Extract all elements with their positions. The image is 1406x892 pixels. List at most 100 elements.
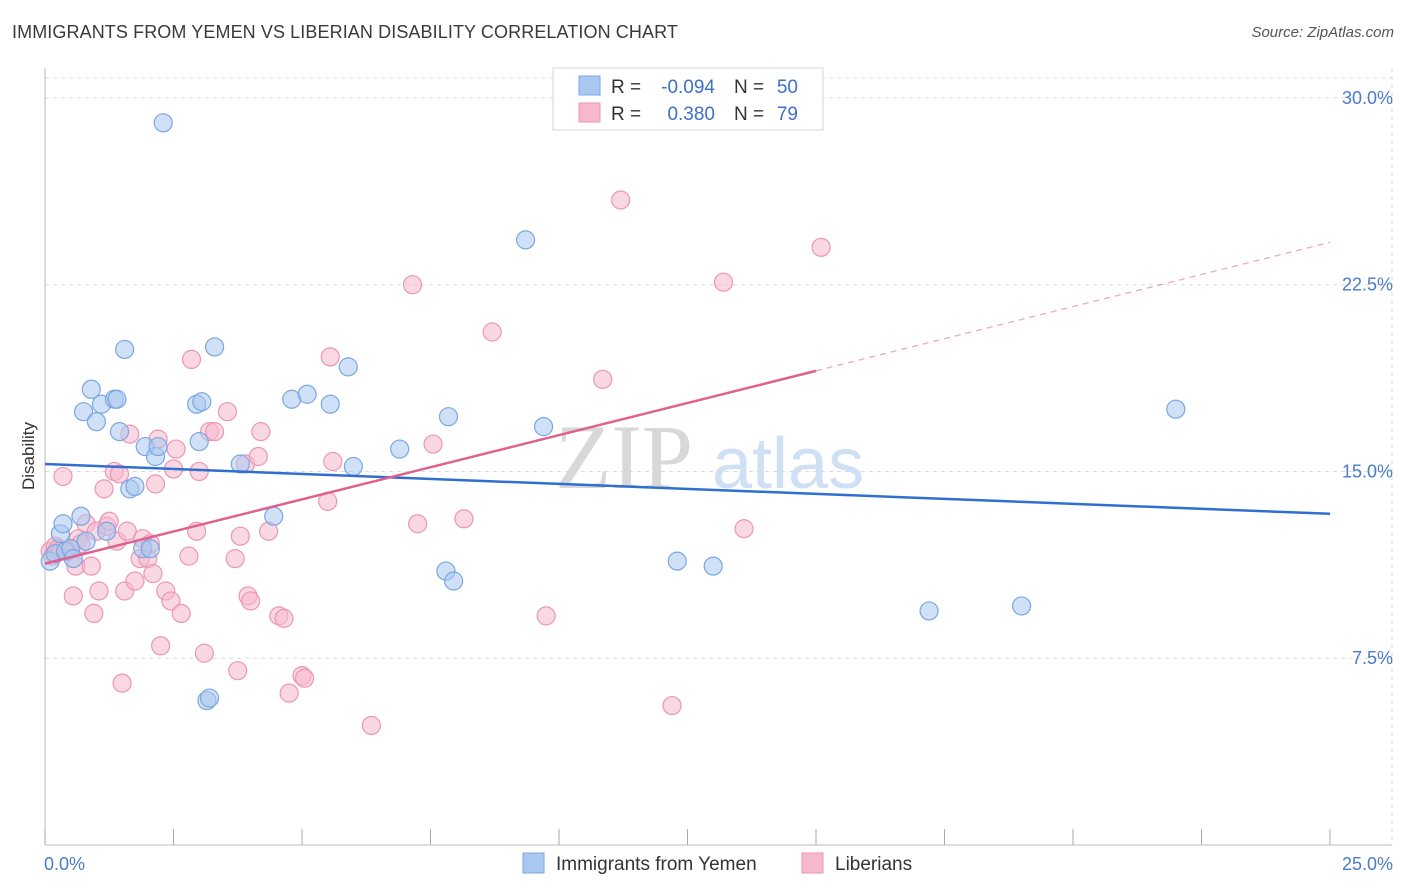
yemen-point-43 xyxy=(515,230,536,250)
liberian-point-72 xyxy=(536,606,556,626)
yemen-point-31 xyxy=(205,337,225,357)
y-tick-label-3: 30.0% xyxy=(1342,88,1393,108)
yemen-point-42 xyxy=(444,571,464,591)
yemen-point-7 xyxy=(71,506,91,526)
liberian-point-48 xyxy=(217,402,238,422)
legend-n-label-liberians: N = xyxy=(734,104,764,125)
yemen-point-19 xyxy=(125,476,145,497)
yemen-point-9 xyxy=(76,531,96,551)
x-tick-label-min: 0.0% xyxy=(44,854,85,874)
liberian-point-71 xyxy=(482,322,502,342)
yemen-points xyxy=(40,113,1186,711)
trend-solid-1 xyxy=(44,369,817,565)
trend-solid-0 xyxy=(44,462,1331,516)
bottom-legend-label-liberians: Liberians xyxy=(835,854,912,875)
y-axis-label: Disability xyxy=(19,421,38,490)
y-tick-labels: 7.5% 15.0% 22.5% 30.0% xyxy=(1342,88,1393,668)
liberian-point-49 xyxy=(225,549,245,569)
liberian-point-22 xyxy=(109,464,130,484)
liberian-point-8 xyxy=(63,586,83,606)
yemen-point-13 xyxy=(97,521,117,541)
legend-n-value-liberians: 79 xyxy=(777,104,798,125)
trend-dashed-1 xyxy=(815,241,1331,372)
yemen-point-35 xyxy=(297,384,317,404)
liberian-point-42 xyxy=(181,349,202,369)
bottom-legend-label-yemen: Immigrants from Yemen xyxy=(556,854,757,875)
liberian-point-55 xyxy=(248,446,268,467)
legend-swatch-yemen xyxy=(578,75,601,96)
yemen-point-49 xyxy=(1166,399,1186,419)
liberian-point-56 xyxy=(251,422,271,442)
liberian-point-27 xyxy=(125,571,145,591)
liberian-point-78 xyxy=(811,237,831,257)
yemen-point-32 xyxy=(230,454,250,474)
liberian-point-16 xyxy=(89,581,109,601)
liberian-point-51 xyxy=(230,526,250,546)
yemen-point-27 xyxy=(189,431,209,452)
chart-source: Source: ZipAtlas.com xyxy=(1251,24,1394,41)
legend-r-label-yemen: R = xyxy=(611,77,641,98)
yemen-point-44 xyxy=(533,417,554,437)
liberian-point-23 xyxy=(112,673,132,693)
liberian-point-17 xyxy=(94,479,114,499)
yemen-point-45 xyxy=(667,551,687,571)
yemen-point-24 xyxy=(148,436,168,457)
yemen-point-36 xyxy=(320,394,340,414)
yemen-point-10 xyxy=(81,379,101,399)
bottom-legend: Immigrants from Yemen Liberians xyxy=(522,852,912,875)
yemen-point-38 xyxy=(343,456,363,477)
liberian-point-13 xyxy=(81,556,101,576)
liberian-point-54 xyxy=(241,591,261,611)
liberian-point-35 xyxy=(151,636,171,656)
liberian-point-67 xyxy=(402,275,423,295)
y-tick-label-1: 15.0% xyxy=(1342,461,1393,481)
liberian-point-25 xyxy=(117,521,137,541)
legend-n-label-yemen: N = xyxy=(734,77,764,98)
liberian-point-39 xyxy=(166,439,186,459)
liberian-point-32 xyxy=(143,563,163,584)
yemen-point-48 xyxy=(1011,596,1032,616)
trend-lines xyxy=(44,241,1331,565)
axes xyxy=(44,68,1392,846)
liberian-point-68 xyxy=(408,514,428,534)
liberian-point-74 xyxy=(611,190,631,210)
yemen-point-16 xyxy=(109,422,130,442)
yemen-point-25 xyxy=(153,113,173,133)
yemen-point-39 xyxy=(390,439,410,459)
liberian-point-65 xyxy=(323,451,343,472)
liberian-point-75 xyxy=(662,695,682,716)
yemen-point-3 xyxy=(53,514,73,534)
yemen-point-30 xyxy=(199,688,220,708)
liberian-point-70 xyxy=(454,509,474,529)
legend-n-value-yemen: 50 xyxy=(777,77,798,98)
liberian-point-50 xyxy=(228,661,248,681)
liberian-point-60 xyxy=(279,683,299,703)
liberian-point-33 xyxy=(145,474,166,494)
liberian-point-41 xyxy=(179,546,199,566)
liberian-point-45 xyxy=(194,643,214,663)
yemen-point-37 xyxy=(338,357,358,377)
yemen-point-22 xyxy=(140,539,160,559)
liberian-point-69 xyxy=(423,434,443,454)
liberian-point-59 xyxy=(274,608,294,628)
chart-title: IMMIGRANTS FROM YEMEN VS LIBERIAN DISABI… xyxy=(12,22,678,42)
x-tick-label-max: 25.0% xyxy=(1342,854,1393,874)
liberian-point-76 xyxy=(713,272,734,292)
legend-r-label-liberians: R = xyxy=(611,104,641,125)
yemen-point-15 xyxy=(107,389,127,409)
yemen-point-46 xyxy=(703,556,723,576)
legend-r-value-yemen: -0.094 xyxy=(661,77,715,98)
yemen-point-28 xyxy=(192,392,212,412)
liberian-point-64 xyxy=(320,347,340,367)
y-tick-label-0: 7.5% xyxy=(1352,648,1393,668)
liberian-point-37 xyxy=(161,591,181,611)
liberian-point-40 xyxy=(171,603,191,624)
liberian-point-47 xyxy=(205,422,225,442)
watermark-zip: ZIP xyxy=(555,406,693,508)
liberian-point-73 xyxy=(593,369,613,389)
yemen-point-33 xyxy=(264,506,284,526)
liberian-point-77 xyxy=(734,519,754,539)
legend-swatch-liberians xyxy=(578,102,601,123)
legend: R = -0.094 N = 50 R = 0.380 N = 79 xyxy=(552,67,824,131)
